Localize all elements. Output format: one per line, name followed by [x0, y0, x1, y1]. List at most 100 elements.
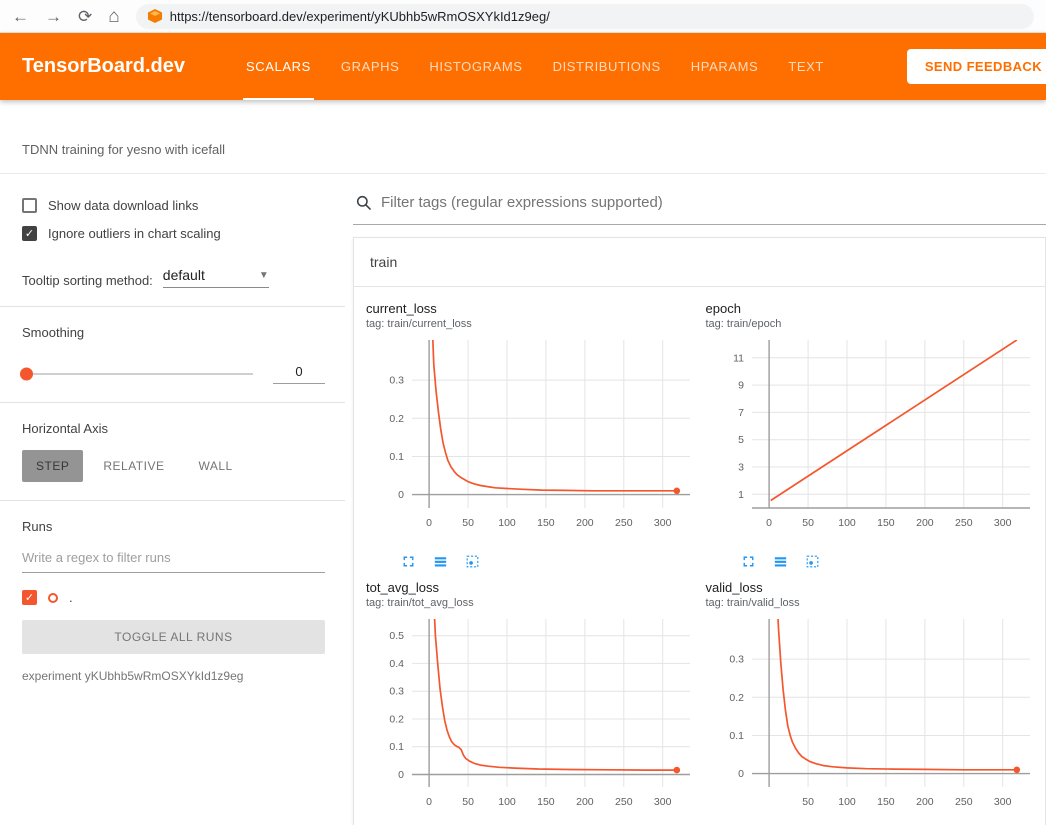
chart-toolbar — [400, 553, 704, 570]
chart-title: tot_avg_loss — [366, 580, 704, 595]
expand-icon[interactable] — [400, 553, 417, 570]
svg-text:300: 300 — [993, 517, 1011, 529]
show-download-links-checkbox-row[interactable]: Show data download links — [22, 198, 325, 213]
line-chart-plot[interactable]: 00.10.20.3050100150200250300 — [364, 332, 704, 551]
svg-text:250: 250 — [955, 796, 973, 808]
svg-text:50: 50 — [462, 517, 474, 529]
train-section-header[interactable]: train — [354, 238, 1045, 287]
line-chart-plot[interactable]: 00.10.20.350100150200250300 — [704, 611, 1044, 825]
line-chart-plot[interactable]: 1357911050100150200250300 — [704, 332, 1044, 551]
chevron-down-icon: ▼ — [259, 270, 269, 281]
run-row: . — [22, 590, 325, 605]
svg-text:200: 200 — [576, 796, 594, 808]
chart-valid-loss: valid_loss tag: train/valid_loss 00.10.2… — [704, 580, 1044, 825]
axis-step-button[interactable]: STEP — [22, 450, 83, 482]
back-icon[interactable]: ← — [12, 8, 29, 25]
chart-tag: tag: train/current_loss — [366, 318, 704, 330]
runs-regex-input[interactable]: Write a regex to filter runs — [22, 550, 325, 573]
chart-title: epoch — [706, 301, 1044, 316]
svg-text:5: 5 — [738, 434, 744, 446]
axis-wall-button[interactable]: WALL — [184, 450, 246, 482]
svg-text:300: 300 — [654, 517, 672, 529]
line-chart-plot[interactable]: 00.10.20.30.40.5050100150200250300 — [364, 611, 704, 825]
send-feedback-button[interactable]: SEND FEEDBACK — [907, 49, 1046, 84]
svg-text:150: 150 — [537, 796, 555, 808]
chart-tag: tag: train/valid_loss — [706, 597, 1044, 609]
settings-sidebar: Show data download links Ignore outliers… — [0, 174, 345, 825]
address-bar[interactable]: https://tensorboard.dev/experiment/yKUbh… — [136, 4, 1034, 29]
expand-icon[interactable] — [740, 553, 757, 570]
svg-text:0: 0 — [426, 517, 432, 529]
svg-text:250: 250 — [615, 517, 633, 529]
dashboard-content: Show data download links Ignore outliers… — [0, 173, 1046, 825]
svg-text:1: 1 — [738, 489, 744, 501]
chart-title: valid_loss — [706, 580, 1044, 595]
browser-toolbar: ← → ⟳ ⌂ https://tensorboard.dev/experime… — [0, 0, 1046, 33]
show-download-links-label: Show data download links — [48, 198, 198, 213]
run-checkbox-icon[interactable] — [22, 590, 37, 605]
svg-text:0.4: 0.4 — [389, 658, 404, 670]
ignore-outliers-checkbox-row[interactable]: Ignore outliers in chart scaling — [22, 226, 325, 241]
chart-tot-avg-loss: tot_avg_loss tag: train/tot_avg_loss 0 0.… — [364, 580, 704, 825]
chart-tag: tag: train/tot_avg_loss — [366, 597, 704, 609]
filter-tags-input[interactable]: Filter tags (regular expressions support… — [353, 186, 1046, 225]
runs-label: Runs — [22, 519, 325, 534]
svg-text:7: 7 — [738, 407, 744, 419]
tooltip-sorting-select[interactable]: default ▼ — [163, 267, 269, 288]
svg-text:100: 100 — [838, 517, 856, 529]
svg-text:0.1: 0.1 — [389, 451, 404, 463]
nav-tabs: SCALARS GRAPHS HISTOGRAMS DISTRIBUTIONS … — [231, 33, 907, 100]
tab-graphs[interactable]: GRAPHS — [326, 33, 415, 100]
charts-grid: current_loss tag: train/current_loss 00.… — [354, 287, 1045, 825]
smoothing-slider-row: 0 — [22, 364, 325, 384]
home-icon[interactable]: ⌂ — [108, 7, 119, 26]
refresh-icon[interactable]: ⟳ — [78, 8, 92, 25]
smoothing-label: Smoothing — [22, 325, 325, 340]
fit-domain-icon[interactable] — [464, 553, 481, 570]
svg-text:100: 100 — [498, 517, 516, 529]
run-color-swatch-icon — [48, 593, 58, 603]
tab-histograms[interactable]: HISTOGRAMS — [414, 33, 537, 100]
tab-distributions[interactable]: DISTRIBUTIONS — [538, 33, 676, 100]
horizontal-axis-label: Horizontal Axis — [22, 421, 325, 436]
svg-text:0: 0 — [738, 768, 744, 780]
tab-hparams[interactable]: HPARAMS — [676, 33, 774, 100]
experiment-description: TDNN training for yesno with icefall — [0, 100, 1046, 173]
tab-scalars[interactable]: SCALARS — [231, 33, 326, 100]
smoothing-value-input[interactable]: 0 — [273, 364, 325, 384]
search-icon — [355, 194, 372, 211]
svg-text:0: 0 — [398, 769, 404, 781]
smoothing-slider[interactable] — [22, 373, 253, 375]
checkbox-unchecked-icon[interactable] — [22, 198, 37, 213]
chart-toolbar — [740, 553, 1044, 570]
checkbox-checked-icon[interactable] — [22, 226, 37, 241]
sidebar-divider — [0, 402, 345, 403]
tab-text[interactable]: TEXT — [773, 33, 839, 100]
svg-text:300: 300 — [654, 796, 672, 808]
runs-table-icon[interactable] — [772, 553, 789, 570]
scalars-main: Filter tags (regular expressions support… — [345, 174, 1046, 825]
experiment-id-label: experiment yKUbhb5wRmOSXYkId1z9eg — [22, 669, 325, 683]
sidebar-divider — [0, 306, 345, 307]
tooltip-sorting-value: default — [163, 267, 205, 283]
svg-text:0.3: 0.3 — [389, 375, 404, 387]
svg-text:11: 11 — [733, 352, 744, 364]
svg-text:150: 150 — [537, 517, 555, 529]
svg-text:300: 300 — [993, 796, 1011, 808]
forward-icon[interactable]: → — [45, 8, 62, 25]
run-name[interactable]: . — [69, 590, 73, 605]
ignore-outliers-label: Ignore outliers in chart scaling — [48, 226, 221, 241]
svg-text:100: 100 — [838, 796, 856, 808]
svg-text:9: 9 — [738, 380, 744, 392]
axis-relative-button[interactable]: RELATIVE — [89, 450, 178, 482]
svg-text:250: 250 — [615, 796, 633, 808]
smoothing-slider-thumb[interactable] — [20, 368, 33, 381]
svg-text:150: 150 — [877, 517, 895, 529]
runs-table-icon[interactable] — [432, 553, 449, 570]
toggle-all-runs-button[interactable]: TOGGLE ALL RUNS — [22, 620, 325, 654]
svg-text:0.1: 0.1 — [729, 730, 744, 742]
svg-text:50: 50 — [802, 796, 814, 808]
fit-domain-icon[interactable] — [804, 553, 821, 570]
tensorboard-favicon — [148, 9, 162, 23]
sidebar-divider — [0, 500, 345, 501]
